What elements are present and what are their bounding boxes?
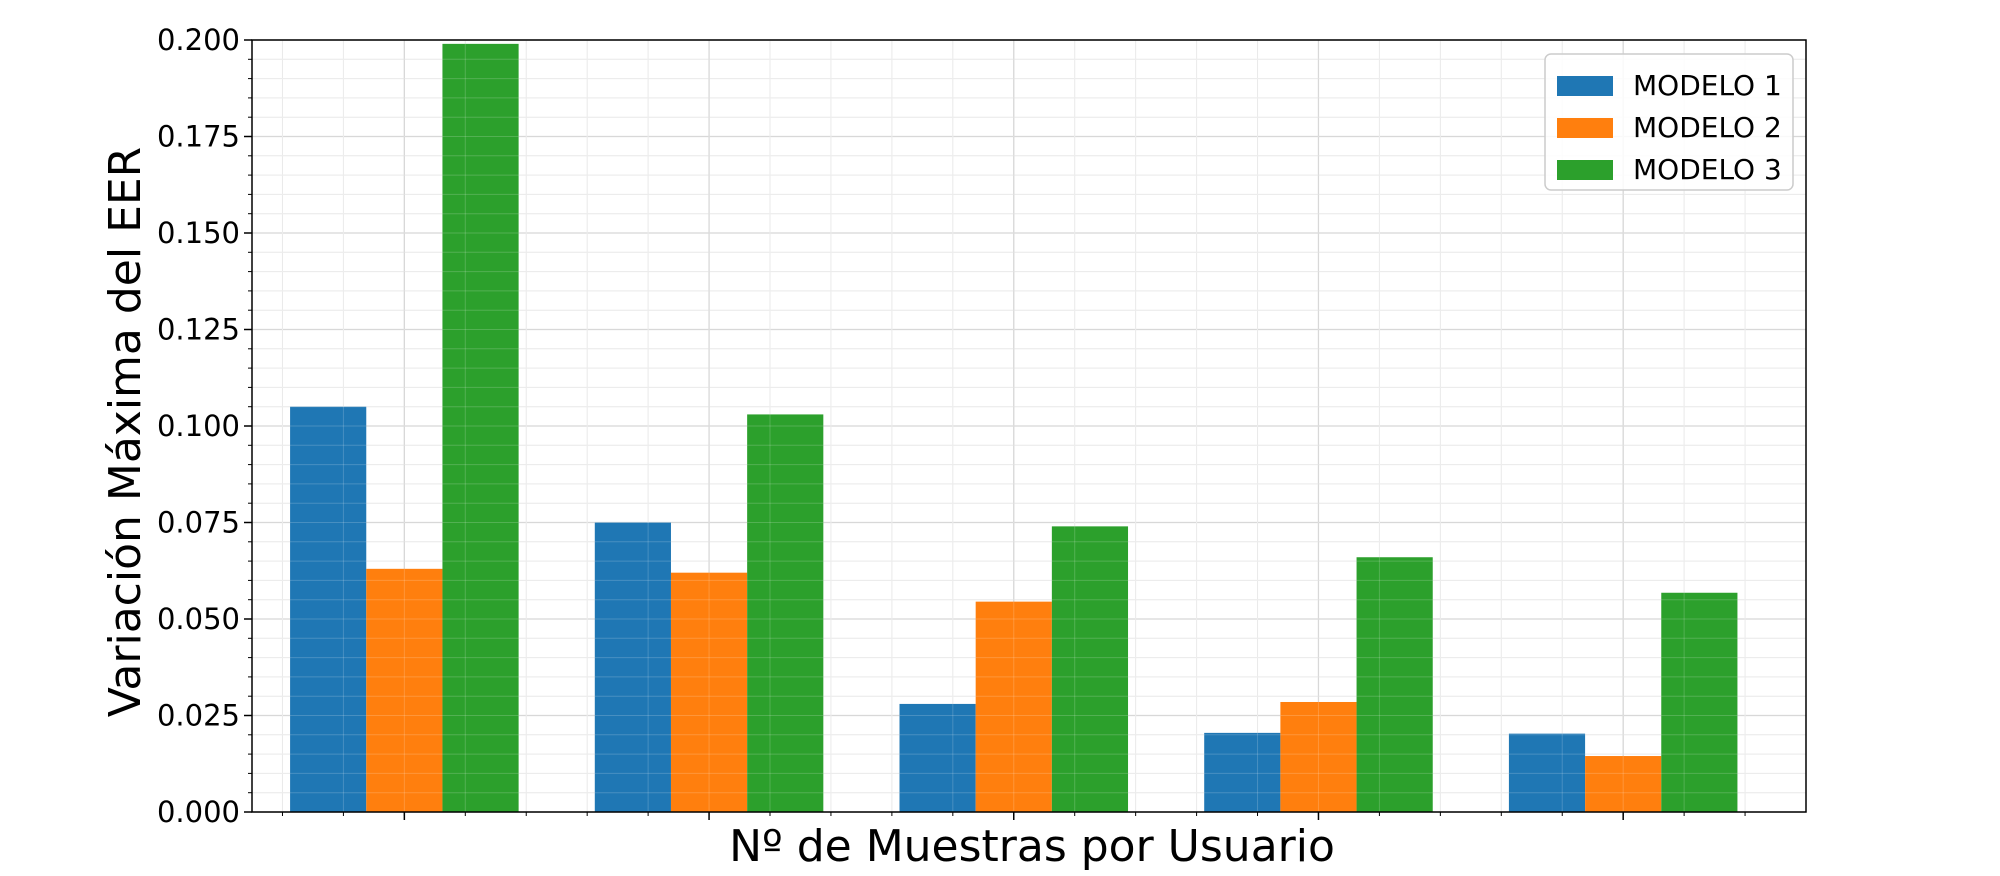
- legend-label-3: MODELO 3: [1633, 153, 1782, 186]
- bar-modelo-3-1: [442, 43, 519, 813]
- y-tick-label: 0.150: [157, 216, 240, 250]
- y-tick-label: 0.050: [157, 602, 240, 636]
- bar-modelo-3-2: [747, 414, 824, 812]
- legend-swatch-2: [1557, 118, 1613, 138]
- bar-modelo-3-4: [1356, 557, 1433, 812]
- legend-swatch-1: [1557, 76, 1613, 96]
- bar-modelo-2-4: [1280, 701, 1357, 812]
- y-tick-label: 0.025: [157, 699, 240, 733]
- y-tick-label: 0.200: [157, 23, 240, 57]
- y-tick-label: 0.125: [157, 313, 240, 347]
- bar-modelo-1-4: [1204, 732, 1281, 812]
- bar-modelo-2-2: [670, 572, 748, 812]
- y-tick-label: 0.000: [157, 795, 240, 829]
- bar-modelo-1-5: [1508, 733, 1586, 812]
- bar-modelo-1-1: [290, 406, 367, 812]
- y-axis-label: Variación Máxima del EER: [100, 147, 151, 718]
- bars-layer: [252, 39, 1806, 813]
- y-tick-labels: 0.000 0.025 0.050 0.075 0.100 0.125 0.150 0.175…: [157, 23, 240, 829]
- legend-label-1: MODELO 1: [1633, 69, 1782, 102]
- y-tick-label: 0.075: [157, 506, 240, 540]
- bar-modelo-2-5: [1585, 756, 1662, 812]
- y-tick-label: 0.100: [157, 409, 240, 443]
- legend-label-2: MODELO 2: [1633, 111, 1782, 144]
- bar-modelo-2-3: [975, 601, 1052, 812]
- axes-layer: [244, 39, 1807, 820]
- legend-swatch-3: [1557, 160, 1613, 180]
- x-axis-label: Nº de Muestras por Usuario: [729, 821, 1335, 871]
- legend: MODELO 1 MODELO 2 MODELO 3: [1544, 53, 1794, 191]
- bar-modelo-1-3: [899, 703, 976, 812]
- grid-overlay: [252, 39, 1806, 813]
- bar-modelo-2-1: [366, 568, 443, 812]
- y-tick-label: 0.175: [157, 120, 240, 154]
- bar-modelo-3-3: [1051, 526, 1129, 812]
- bar-modelo-1-2: [594, 522, 671, 812]
- bar-modelo-3-5: [1661, 592, 1738, 812]
